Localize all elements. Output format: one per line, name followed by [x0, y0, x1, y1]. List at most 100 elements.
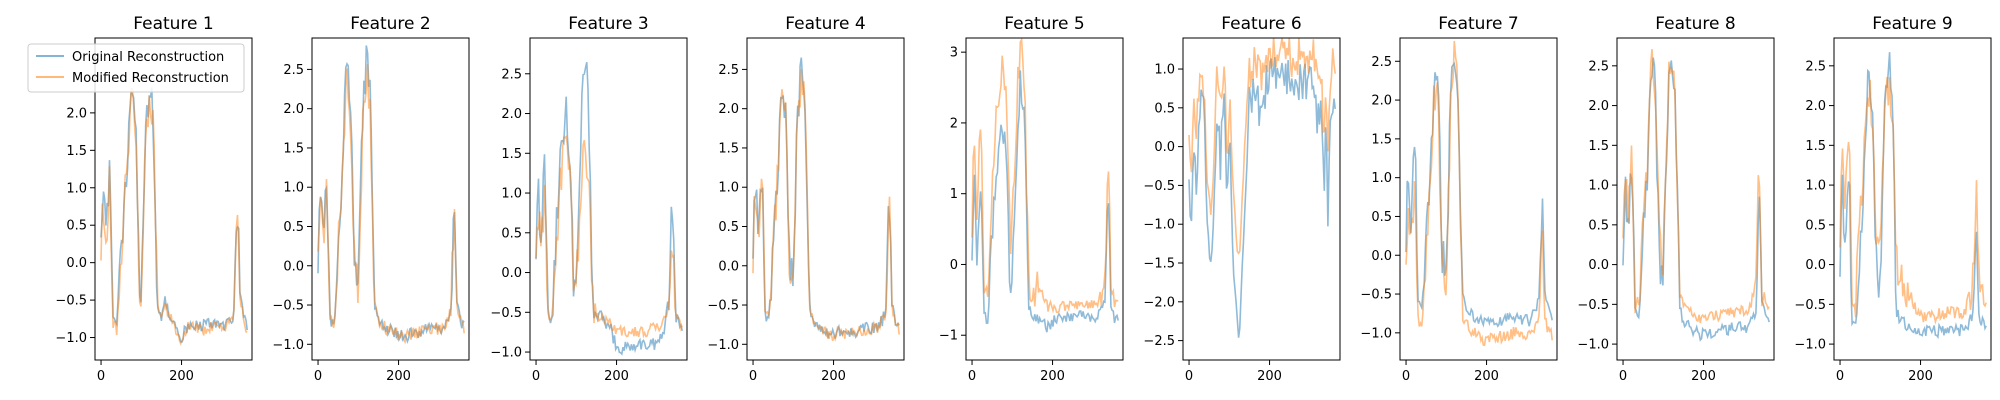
legend-label-original: Original Reconstruction [72, 50, 224, 65]
x-tick-label: 200 [1257, 369, 1282, 384]
y-tick-label: 0.5 [718, 220, 739, 235]
series-modified-line [535, 134, 683, 339]
axes-frame [965, 37, 1124, 361]
axes-frame [1182, 37, 1341, 361]
panel-feature-3: −1.0 −0.5 0.0 0.5 1.0 1.5 2.0 2.5 0 200 Feature 3 [490, 14, 688, 384]
series-original-line [1188, 57, 1336, 338]
x-tick-label: 0 [1619, 369, 1627, 384]
panel-feature-4: −1.0 −0.5 0.0 0.5 1.0 1.5 2.0 2.5 0 200 Feature 4 [707, 14, 905, 384]
y-tick-label: 1.5 [718, 141, 739, 156]
y-tick-label: 2.0 [283, 102, 304, 117]
panel-title: Feature 2 [350, 14, 430, 34]
x-tick-label: 200 [386, 369, 411, 384]
panel-feature-9: −1.0 −0.5 0.0 0.5 1.0 1.5 2.0 2.5 0 200 Feature 9 [1794, 14, 1992, 384]
y-tick-label: 0.0 [1588, 258, 1609, 273]
y-tick-label: −1.0 [707, 338, 739, 353]
y-tick-label: 0.5 [1154, 101, 1175, 116]
y-tick-label: −2.5 [1143, 334, 1175, 349]
y-tick-label: 1.0 [283, 181, 304, 196]
axes-frame [94, 37, 253, 361]
x-tick-label: 0 [749, 369, 757, 384]
panel-feature-2: −1.0 −0.5 0.0 0.5 1.0 1.5 2.0 2.5 0 200 Feature 2 [272, 14, 470, 384]
y-tick-label: −1.0 [1360, 326, 1392, 341]
y-tick-label: 1.5 [283, 141, 304, 156]
panel-title: Feature 5 [1004, 14, 1084, 34]
y-tick-label: 2.0 [718, 102, 739, 117]
y-tick-label: 1.5 [1588, 139, 1609, 154]
series-modified-line [100, 88, 248, 346]
y-tick-label: 1.0 [1154, 63, 1175, 78]
y-tick-label: −0.5 [1577, 298, 1609, 313]
y-tick-label: 1.0 [1588, 179, 1609, 194]
x-tick-label: 200 [821, 369, 846, 384]
y-tick-label: 2.0 [66, 106, 87, 121]
legend-box [27, 43, 245, 93]
y-tick-label: −1.0 [490, 346, 522, 361]
y-tick-label: 0.0 [1154, 140, 1175, 155]
y-tick-label: 0.0 [1805, 258, 1826, 273]
y-tick-label: 1.0 [501, 187, 522, 202]
legend: Original Reconstruction Modified Reconstr… [27, 43, 245, 93]
x-tick-label: 200 [1691, 369, 1716, 384]
y-tick-label: 2.5 [718, 63, 739, 78]
series-original-line [752, 57, 900, 340]
y-tick-label: 2.5 [1588, 59, 1609, 74]
legend-label-modified: Modified Reconstruction [72, 71, 229, 86]
panel-feature-8: −1.0 −0.5 0.0 0.5 1.0 1.5 2.0 2.5 0 200 Feature 8 [1577, 14, 1775, 384]
panel-title: Feature 8 [1655, 14, 1735, 34]
y-tick-label: 2 [950, 116, 958, 131]
series-modified-line [1405, 40, 1553, 347]
y-tick-label: 0.5 [501, 226, 522, 241]
y-tick-label: 0.5 [1588, 218, 1609, 233]
y-tick-label: 1.0 [718, 181, 739, 196]
axes-frame [1616, 37, 1775, 361]
y-tick-label: 3 [950, 46, 958, 61]
y-tick-label: 2.5 [501, 67, 522, 82]
y-tick-label: −2.0 [1143, 295, 1175, 310]
panel-title: Feature 4 [785, 14, 865, 34]
y-tick-label: 1.5 [66, 144, 87, 159]
series-modified-line [1622, 49, 1770, 324]
panel-feature-1: −1.0 −0.5 0.0 0.5 1.0 1.5 2.0 0 200 Feature 1 [55, 14, 253, 384]
y-tick-label: 0.0 [718, 259, 739, 274]
axes-frame [1399, 37, 1558, 361]
series-original-line [317, 45, 465, 344]
y-tick-label: −0.5 [490, 306, 522, 321]
y-tick-label: 1.0 [1371, 171, 1392, 186]
series-modified-line [1188, 38, 1336, 255]
x-tick-label: 200 [169, 369, 194, 384]
series-original-line [1405, 61, 1553, 328]
y-tick-label: 1.0 [1805, 179, 1826, 194]
y-tick-label: −1.0 [272, 338, 304, 353]
panel-feature-6: −2.5 −2.0 −1.5 −1.0 −0.5 0.0 0.5 1.0 0 200 Feature… [1143, 14, 1341, 384]
panel-title: Feature 9 [1872, 14, 1952, 34]
axes-frame [1833, 37, 1992, 361]
panel-title: Feature 7 [1438, 14, 1518, 34]
y-tick-label: 0.5 [1371, 210, 1392, 225]
axes-frame [746, 37, 905, 361]
x-tick-label: 0 [1185, 369, 1193, 384]
y-tick-label: −0.5 [1143, 179, 1175, 194]
y-tick-label: −1.0 [1794, 338, 1826, 353]
x-tick-label: 200 [1908, 369, 1933, 384]
series-original-line [535, 62, 683, 356]
y-tick-label: 1.5 [1805, 139, 1826, 154]
y-tick-label: −1.0 [1577, 338, 1609, 353]
panel-feature-5: −1 0 1 2 3 0 200 Feature 5 [939, 14, 1124, 384]
y-tick-label: −1 [939, 329, 958, 344]
y-tick-label: 0 [950, 258, 958, 273]
y-tick-label: 2.0 [501, 107, 522, 122]
panel-title: Feature 6 [1221, 14, 1301, 34]
y-tick-label: −0.5 [1794, 298, 1826, 313]
y-tick-label: 0.5 [66, 219, 87, 234]
y-tick-label: 2.5 [283, 63, 304, 78]
x-tick-label: 0 [968, 369, 976, 384]
y-tick-label: 2.0 [1371, 94, 1392, 109]
y-tick-label: 0.0 [283, 259, 304, 274]
y-tick-label: 0.5 [283, 220, 304, 235]
y-tick-label: 1.5 [1371, 132, 1392, 147]
y-tick-label: 2.5 [1805, 59, 1826, 74]
y-tick-label: 2.5 [1371, 55, 1392, 70]
x-tick-label: 200 [1040, 369, 1065, 384]
x-tick-label: 0 [532, 369, 540, 384]
